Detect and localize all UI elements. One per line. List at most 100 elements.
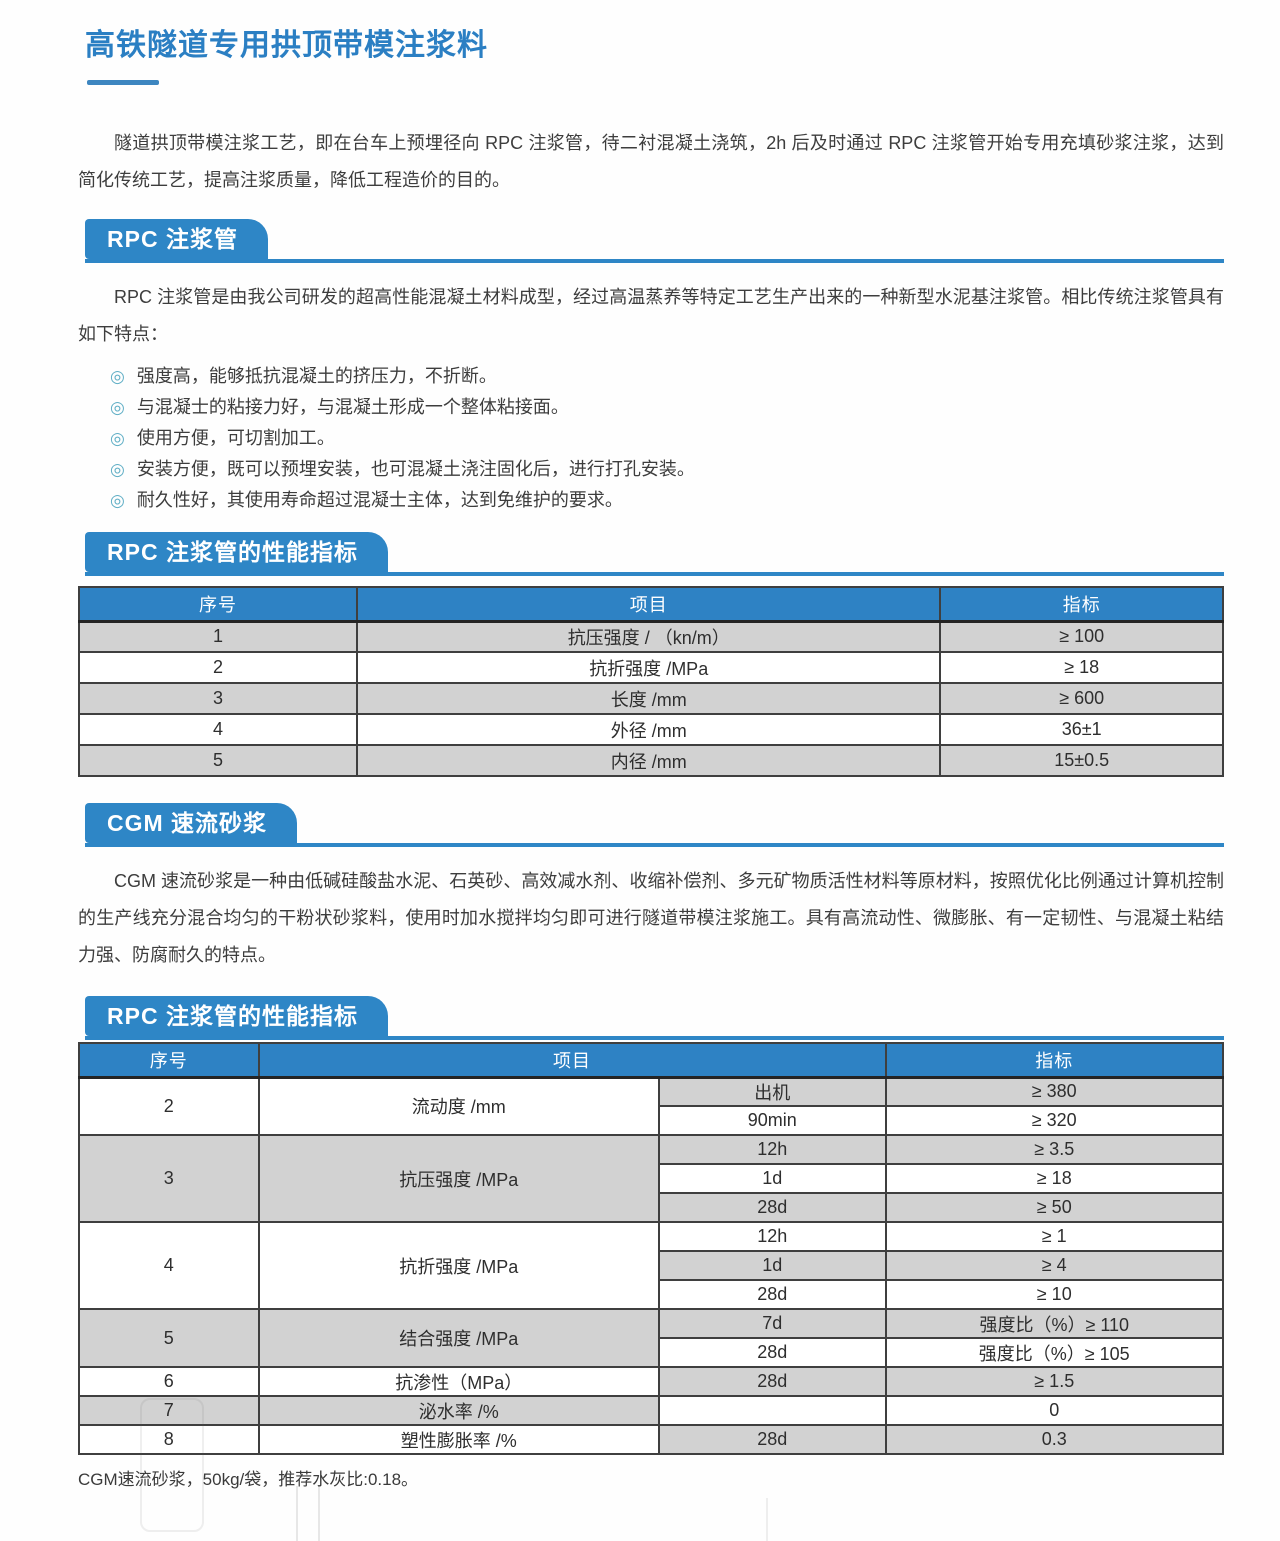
feature-item: ◎ 使用方便，可切割加工。	[110, 423, 1224, 454]
item-cell: 塑性膨胀率 /%	[257, 1424, 661, 1455]
table-row: 4 抗折强度 /MPa 12h ≥ 1	[78, 1221, 1224, 1310]
section-heading-rpc-performance: RPC 注浆管的性能指标	[85, 532, 388, 572]
column-header-no: 序号	[78, 1042, 260, 1079]
row-number-cell: 2	[78, 1076, 260, 1136]
condition-cell: 7d	[658, 1308, 887, 1339]
table-cell: 抗折强度 /MPa	[355, 651, 942, 684]
table-cell: 抗压强度 / （kn/m）	[355, 620, 942, 653]
column-header-item: 项目	[355, 586, 942, 623]
table-row: 2 流动度 /mm 出机 ≥ 380	[78, 1076, 1224, 1136]
title-underline	[87, 80, 159, 85]
row-number-cell: 6	[78, 1366, 260, 1397]
page-title: 高铁隧道专用拱顶带模注浆料	[85, 29, 488, 62]
table-cell: 内径 /mm	[355, 744, 942, 777]
section-bar-rpc-performance: RPC 注浆管的性能指标	[85, 532, 1224, 576]
rpc-feature-list: ◎ 强度高，能够抵抗混凝土的挤压力，不折断。 ◎ 与混凝士的粘接力好，与混凝土形成一个…	[110, 361, 1224, 516]
column-header-spec: 指标	[884, 1042, 1224, 1079]
row-number-cell: 3	[78, 1134, 260, 1223]
feature-text: 耐久性好，其使用寿命超过混凝士主体，达到免维护的要求。	[136, 490, 623, 510]
scan-artifact-line	[766, 1498, 768, 1541]
table-cell: 36±1	[939, 713, 1224, 746]
condition-cell: 28d	[658, 1337, 887, 1368]
feature-item: ◎ 安装方便，既可以预埋安装，也可混凝土浇注固化后，进行打孔安装。	[110, 454, 1224, 485]
condition-cell: 28d	[658, 1279, 887, 1310]
feature-text: 使用方便，可切割加工。	[136, 428, 335, 448]
spec-value-cell: ≥ 4	[884, 1250, 1224, 1281]
scan-artifact-line	[318, 1486, 320, 1541]
item-cell: 流动度 /mm	[257, 1076, 661, 1136]
condition-cell: 1d	[658, 1250, 887, 1281]
feature-item: ◎ 与混凝士的粘接力好，与混凝土形成一个整体粘接面。	[110, 392, 1224, 423]
spec-value-cell: ≥ 18	[884, 1163, 1224, 1194]
rpc-description: RPC 注浆管是由我公司研发的超高性能混凝土材料成型，经过高温蒸养等特定工艺生产…	[78, 287, 1224, 344]
table-row: 90min ≥ 320	[79, 1105, 1224, 1136]
table-row: 28d ≥ 10	[79, 1279, 1224, 1310]
spec-value-cell: ≥ 10	[884, 1279, 1224, 1310]
spec-value-cell: ≥ 1.5	[884, 1366, 1224, 1397]
page-content: 高铁隧道专用拱顶带模注浆料 隧道拱顶带模注浆工艺，即在台车上预埋径向 RPC 注…	[78, 29, 1224, 1489]
rpc-performance-table-body: 1 抗压强度 / （kn/m） ≥ 100 2 抗折强度 /MPa ≥ 18 3 长度 /mm…	[78, 620, 1224, 777]
table-row: 4 外径 /mm 36±1	[78, 713, 1224, 746]
condition-cell: 12h	[658, 1134, 887, 1165]
spec-value-cell: 0	[884, 1395, 1224, 1426]
table-row: 5 内径 /mm 15±0.5	[78, 744, 1224, 777]
item-cell: 抗渗性（MPa）	[257, 1366, 661, 1397]
section-bar-rpc: RPC 注浆管	[85, 219, 1224, 263]
bullseye-icon: ◎	[110, 367, 125, 386]
table-row: 1 抗压强度 / （kn/m） ≥ 100	[78, 620, 1224, 653]
table-cell: ≥ 18	[939, 651, 1224, 684]
condition-cell: 1d	[658, 1163, 887, 1194]
table-cell: 长度 /mm	[355, 682, 942, 715]
table-cell: 1	[78, 620, 358, 653]
section-heading-cgm: CGM 速流砂浆	[85, 803, 298, 843]
table-cell: ≥ 100	[939, 620, 1224, 653]
cgm-performance-table-body: 2 流动度 /mm 出机 ≥ 380 90min ≥ 320 3 抗压强度 /MPa 12h ≥ …	[78, 1076, 1224, 1455]
section-bar-cgm-performance: RPC 注浆管的性能指标	[85, 996, 1224, 1040]
table-cell: 5	[78, 744, 358, 777]
bullseye-icon: ◎	[110, 398, 125, 417]
scan-artifact-line	[296, 1486, 298, 1541]
feature-text: 与混凝士的粘接力好，与混凝土形成一个整体粘接面。	[136, 397, 569, 417]
table-cell: 2	[78, 651, 358, 684]
cgm-description: CGM 速流砂浆是一种由低碱硅酸盐水泥、石英砂、高效减水剂、收缩补偿剂、多元矿物…	[78, 871, 1224, 965]
column-header-no: 序号	[78, 586, 358, 623]
spec-value-cell: 0.3	[884, 1424, 1224, 1455]
item-cell: 结合强度 /MPa	[257, 1308, 661, 1368]
spec-value-cell: 强度比（%）≥ 110	[884, 1308, 1224, 1339]
row-number-cell: 5	[78, 1308, 260, 1368]
spec-value-cell: ≥ 380	[884, 1076, 1224, 1107]
table-row: 8 塑性膨胀率 /% 28d 0.3	[78, 1424, 1224, 1455]
condition-cell: 28d	[658, 1366, 887, 1397]
table-row: 1d ≥ 4	[79, 1250, 1224, 1281]
bullseye-icon: ◎	[110, 460, 125, 479]
table-row: 6 抗渗性（MPa） 28d ≥ 1.5	[78, 1366, 1224, 1397]
table-cell: 4	[78, 713, 358, 746]
table-cell: 3	[78, 682, 358, 715]
column-header-item: 项目	[257, 1042, 887, 1079]
section-bar-cgm: CGM 速流砂浆	[85, 803, 1224, 847]
cgm-performance-table: 序号 项目 指标 2 流动度 /mm 出机 ≥ 380 90min ≥ 320 3 抗压强度 …	[78, 1042, 1224, 1455]
item-cell: 抗折强度 /MPa	[257, 1221, 661, 1310]
condition-cell: 28d	[658, 1192, 887, 1223]
spec-value-cell: ≥ 3.5	[884, 1134, 1224, 1165]
section-heading-cgm-performance: RPC 注浆管的性能指标	[85, 996, 388, 1036]
spec-value-cell: ≥ 320	[884, 1105, 1224, 1136]
condition-cell: 出机	[658, 1076, 887, 1107]
table-cell: 外径 /mm	[355, 713, 942, 746]
bullseye-icon: ◎	[110, 491, 125, 510]
spec-value-cell: ≥ 1	[884, 1221, 1224, 1252]
section-heading-rpc: RPC 注浆管	[85, 219, 268, 259]
footnote: CGM速流砂浆，50kg/袋，推荐水灰比:0.18。	[78, 1470, 419, 1489]
condition-cell: 12h	[658, 1221, 887, 1252]
condition-cell: 28d	[658, 1424, 887, 1455]
table-row: 28d 强度比（%）≥ 105	[79, 1337, 1224, 1368]
feature-text: 安装方便，既可以预埋安装，也可混凝土浇注固化后，进行打孔安装。	[136, 459, 695, 479]
table-header-row: 序号 项目 指标	[78, 1042, 1224, 1079]
row-number-cell: 7	[78, 1395, 260, 1426]
item-cell: 抗压强度 /MPa	[257, 1134, 661, 1223]
rpc-performance-table: 序号 项目 指标 1 抗压强度 / （kn/m） ≥ 100 2 抗折强度 /MPa ≥ …	[78, 586, 1224, 777]
condition-cell	[658, 1395, 887, 1426]
item-cell: 泌水率 /%	[257, 1395, 661, 1426]
row-number-cell: 8	[78, 1424, 260, 1455]
intro-paragraph: 隧道拱顶带模注浆工艺，即在台车上预埋径向 RPC 注浆管，待二衬混凝土浇筑，2h…	[78, 133, 1224, 190]
